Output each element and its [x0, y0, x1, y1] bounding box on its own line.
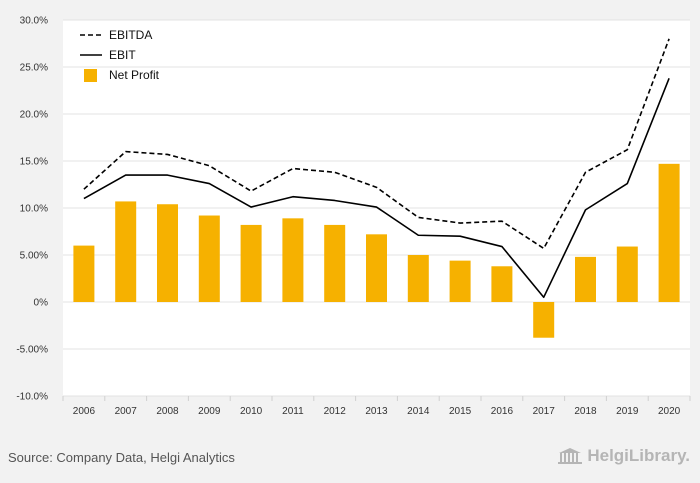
net-profit-bar	[449, 260, 471, 302]
net-profit-bar	[366, 234, 387, 302]
net-profit-bar	[282, 218, 304, 302]
x-tick-label: 2008	[156, 406, 179, 417]
y-tick-label: 0%	[34, 298, 49, 309]
x-tick-label: 2019	[616, 406, 639, 417]
x-tick-label: 2012	[324, 406, 347, 417]
x-tick-label: 2010	[240, 406, 263, 417]
x-tick-label: 2017	[533, 406, 556, 417]
x-tick-label: 2015	[449, 406, 472, 417]
legend-swatch	[84, 69, 97, 82]
net-profit-bar	[533, 302, 555, 338]
x-tick-label: 2006	[73, 406, 96, 417]
legend-label: Net Profit	[109, 68, 160, 82]
brand-name: HelgiLibrary.	[587, 446, 690, 465]
legend-label: EBITDA	[109, 28, 152, 42]
y-tick-label: 20.0%	[20, 110, 48, 121]
net-profit-bar	[324, 224, 346, 302]
x-tick-label: 2013	[365, 406, 388, 417]
x-tick-label: 2007	[115, 406, 138, 417]
y-tick-label: 5.00%	[20, 251, 48, 262]
x-tick-label: 2011	[282, 406, 304, 417]
y-tick-label: 30.0%	[20, 16, 48, 27]
y-tick-label: -5.00%	[16, 345, 48, 356]
net-profit-bar	[240, 224, 262, 302]
source-note: Source: Company Data, Helgi Analytics	[8, 450, 235, 465]
x-tick-label: 2009	[198, 406, 221, 417]
x-tick-label: 2016	[491, 406, 514, 417]
x-tick-label: 2014	[407, 406, 430, 417]
x-tick-label: 2018	[574, 406, 597, 417]
ebitda-line	[83, 38, 670, 250]
net-profit-bar	[407, 255, 429, 302]
net-profit-bar	[198, 215, 220, 302]
y-tick-label: -10.0%	[16, 392, 48, 403]
y-tick-label: 25.0%	[20, 63, 48, 74]
net-profit-bar	[115, 201, 137, 302]
y-tick-label: 15.0%	[20, 157, 48, 168]
x-tick-label: 2020	[658, 406, 681, 417]
net-profit-bar	[157, 204, 178, 302]
net-profit-bar	[658, 163, 680, 302]
net-profit-bar	[73, 245, 95, 302]
net-profit-bar	[616, 246, 638, 302]
y-tick-label: 10.0%	[20, 204, 48, 215]
net-profit-bar	[491, 266, 513, 302]
brand-logo: HelgiLibrary.	[557, 446, 690, 466]
library-icon	[558, 448, 583, 464]
ebit-line	[83, 77, 670, 299]
legend-label: EBIT	[109, 48, 136, 62]
net-profit-bar	[575, 256, 596, 302]
